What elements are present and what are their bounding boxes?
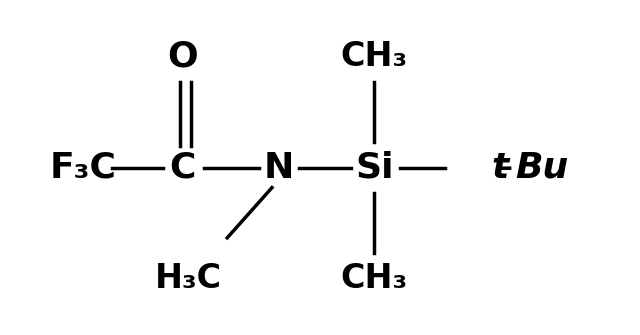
Text: t: t (492, 150, 509, 185)
Text: –: – (499, 153, 513, 182)
Text: F₃C: F₃C (50, 150, 116, 185)
Text: H₃C: H₃C (156, 262, 222, 294)
Text: Bu: Bu (515, 150, 568, 185)
Text: Si: Si (355, 150, 394, 185)
Text: O: O (167, 40, 198, 74)
Text: C: C (169, 150, 196, 185)
Text: CH₃: CH₃ (341, 41, 408, 73)
Text: N: N (263, 150, 294, 185)
Text: CH₃: CH₃ (341, 262, 408, 294)
